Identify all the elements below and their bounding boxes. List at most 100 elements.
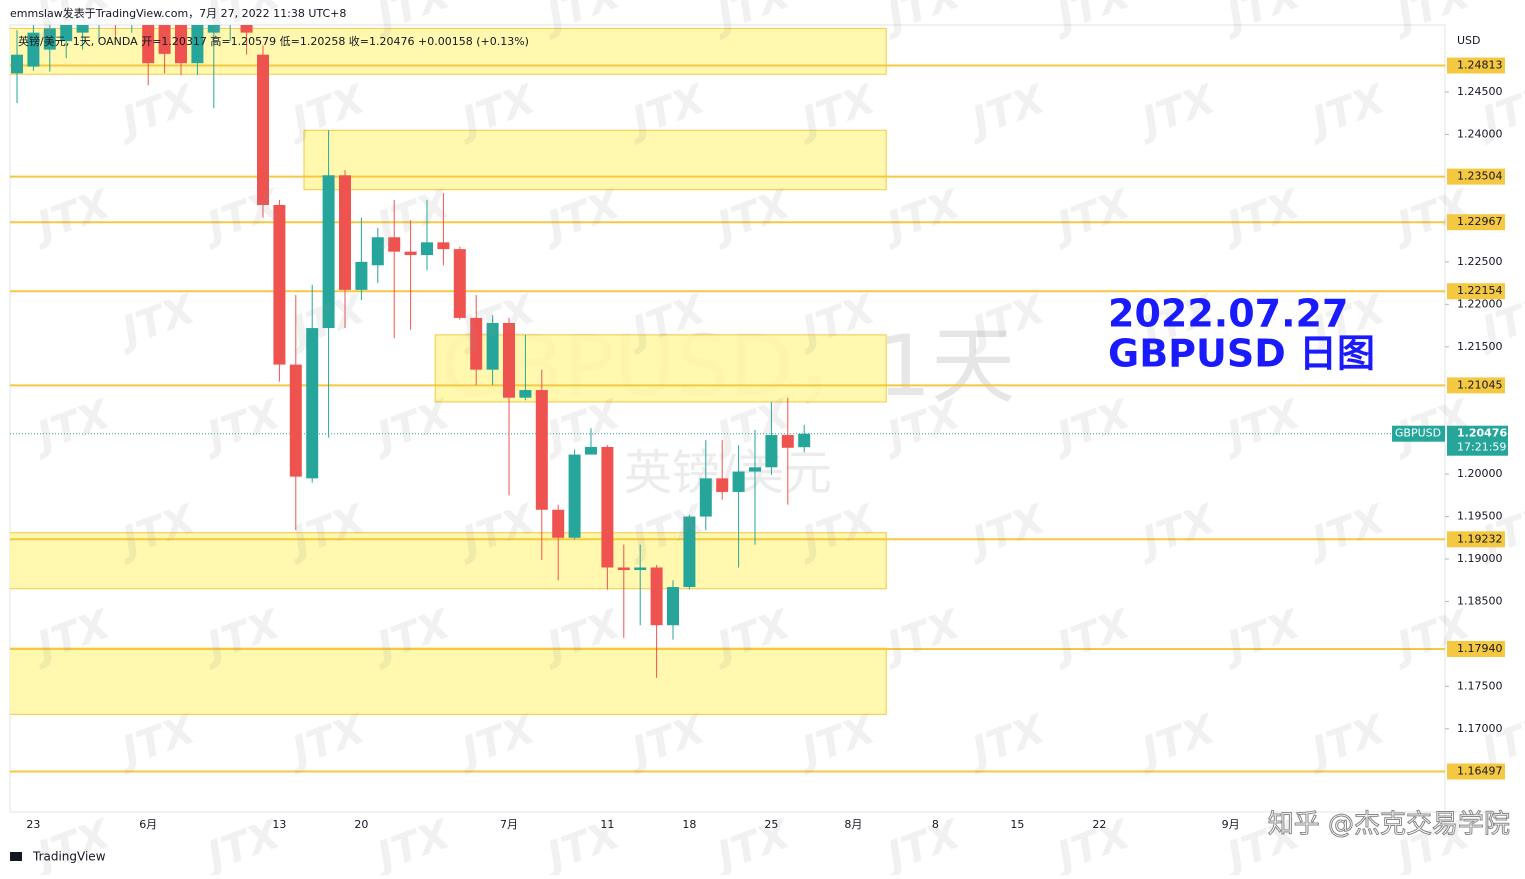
candle-body: [568, 454, 581, 538]
candle-body: [535, 390, 548, 510]
level-label: 1.23504: [1457, 170, 1503, 183]
candle-body: [470, 317, 483, 370]
y-tick-label: 1.18500: [1457, 594, 1503, 607]
candle-body: [486, 322, 499, 370]
y-tick-label: 1.24000: [1457, 128, 1503, 141]
candle-body: [765, 435, 778, 468]
candle-body: [339, 175, 351, 290]
y-tick-label: 1.21500: [1457, 340, 1503, 353]
level-label: 1.17940: [1457, 642, 1503, 655]
candle-body: [749, 467, 761, 472]
candle-body: [732, 471, 745, 492]
candle-body: [421, 242, 433, 256]
x-tick-label: 15: [1010, 818, 1024, 831]
last-price-bg: [1447, 425, 1508, 456]
candle-body: [437, 242, 450, 250]
currency: USD: [1457, 34, 1481, 47]
level-label-bg: [1447, 531, 1505, 548]
x-tick-label: 22: [1092, 818, 1106, 831]
level-label-bg: [1447, 283, 1505, 300]
y-tick-label: 1.17000: [1457, 722, 1503, 735]
candle-body: [322, 175, 335, 329]
candle-body: [355, 261, 368, 290]
zone: [10, 27, 887, 75]
zone: [10, 647, 887, 715]
level-label-bg: [1447, 57, 1505, 74]
footer: TradingView: [32, 850, 106, 864]
y-tick-label: 1.19500: [1457, 510, 1503, 523]
legend: 英镑/美元, 1天, OANDA 开=1.20317 高=1.20579 低=1…: [18, 34, 529, 48]
candle-body: [683, 516, 696, 588]
level-label: 1.22967: [1457, 215, 1503, 228]
last-price: 1.20476: [1457, 427, 1507, 440]
candle-body: [142, 25, 155, 64]
watermark: JTX: [705, 811, 798, 875]
zone: [10, 532, 887, 590]
x-tick-label: 9月: [1222, 818, 1240, 831]
candle-body: [191, 25, 204, 64]
candle-body: [257, 54, 269, 205]
candle-body: [76, 25, 89, 33]
x-tick-label: 25: [764, 818, 778, 831]
candle-body: [158, 25, 171, 54]
candle-body: [601, 446, 614, 568]
x-tick-label: 13: [272, 818, 286, 831]
watermark: JTX: [365, 811, 458, 875]
x-tick-label: 7月: [500, 818, 518, 831]
candle-body: [388, 237, 401, 252]
candle-body: [175, 25, 187, 64]
level-label: 1.19232: [1457, 532, 1503, 545]
countdown: 17:21:59: [1457, 441, 1506, 454]
x-tick-label: 8月: [844, 818, 862, 831]
x-tick-label: 18: [682, 818, 696, 831]
watermark: JTX: [1045, 811, 1138, 875]
level-label-bg: [1447, 377, 1505, 394]
credit: 知乎 @杰克交易学院: [1268, 810, 1510, 840]
x-tick-label: 20: [354, 818, 368, 831]
symbol-label: GBPUSD: [1395, 427, 1441, 440]
symbol-label-bg: [1392, 425, 1445, 442]
x-tick-label: 11: [600, 818, 614, 831]
candle-body: [617, 567, 630, 571]
y-tick-label: 1.22000: [1457, 297, 1503, 310]
level-label-bg: [1447, 214, 1505, 231]
level-label: 1.24813: [1457, 58, 1503, 71]
candle-body: [27, 32, 40, 67]
footer-logo: [10, 852, 22, 861]
candle-body: [207, 25, 220, 33]
candle-body: [781, 435, 794, 448]
level-label-bg: [1447, 640, 1505, 657]
candle-body: [519, 390, 532, 398]
mark-layer: [11, 25, 811, 678]
candle-body: [453, 249, 466, 318]
candle-body: [503, 322, 515, 398]
zone: [303, 129, 887, 191]
candle-body: [699, 478, 712, 517]
candle-body: [585, 446, 597, 455]
level-label-bg: [1447, 763, 1505, 780]
y-tick-label: 1.20000: [1457, 467, 1503, 480]
y-tick-label: 1.24500: [1457, 85, 1503, 98]
candle-body: [716, 478, 729, 492]
x-tick-label: 8: [932, 818, 939, 831]
annotation: GBPUSD 日图: [1108, 332, 1375, 376]
candle-body: [552, 509, 565, 538]
annotation: 2022.07.27: [1108, 292, 1348, 336]
x-tick-label: 6月: [139, 818, 157, 831]
y-tick-label: 1.19000: [1457, 552, 1503, 565]
candle-body: [289, 364, 302, 477]
candle-body: [798, 433, 811, 448]
y-tick-label: 1.17500: [1457, 679, 1503, 692]
watermark: JTX: [875, 811, 968, 875]
level-label-bg: [1447, 168, 1505, 185]
candle-body: [404, 251, 417, 256]
candle-body: [11, 54, 23, 74]
level-label: 1.21045: [1457, 378, 1503, 391]
candle-body: [650, 567, 663, 626]
x-tick-label: 23: [26, 818, 40, 831]
candle-body: [43, 28, 56, 50]
candle-body: [306, 328, 319, 479]
header: emmslaw发表于TradingView.com，7月 27, 2022 11…: [10, 6, 346, 20]
